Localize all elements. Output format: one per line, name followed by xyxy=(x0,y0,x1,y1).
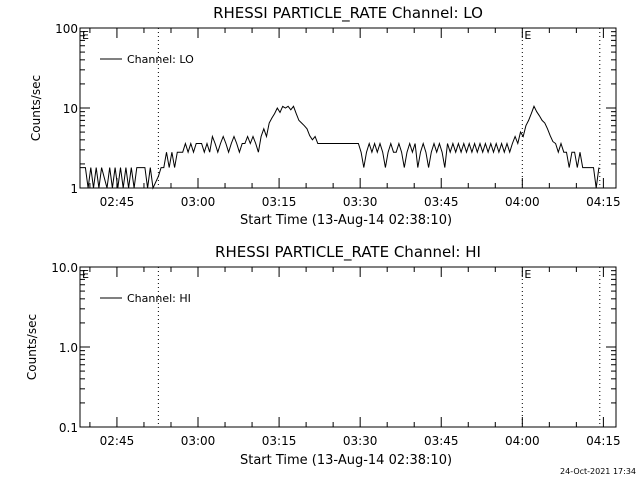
y-tick-label: 100 xyxy=(55,22,78,36)
event-marker-label: E xyxy=(524,29,531,42)
x-tick-label: 03:45 xyxy=(424,195,459,209)
event-marker-label: E xyxy=(524,268,531,281)
y-tick-label: 0.1 xyxy=(59,421,78,435)
y-tick-label: 1 xyxy=(70,182,78,196)
chart-panel-hi: RHESSI PARTICLE_RATE Channel: HI Counts/… xyxy=(25,243,621,468)
x-tick-label: 04:15 xyxy=(586,195,621,209)
x-tick-label: 03:15 xyxy=(262,195,297,209)
x-tick-label: 03:30 xyxy=(343,434,378,448)
x-tick-label: 03:00 xyxy=(181,434,216,448)
event-marker-label: E xyxy=(82,29,89,42)
plot-frame xyxy=(79,266,617,428)
x-tick-label: 03:15 xyxy=(262,434,297,448)
x-tick-label: 03:00 xyxy=(181,195,216,209)
x-tick-label: 03:45 xyxy=(424,434,459,448)
x-axis-label: Start Time (13-Aug-14 02:38:10) xyxy=(240,213,452,228)
chart-title: RHESSI PARTICLE_RATE Channel: LO xyxy=(213,4,483,23)
x-tick-label: 02:45 xyxy=(100,195,135,209)
x-tick-label: 03:30 xyxy=(343,195,378,209)
chart-panel-lo: RHESSI PARTICLE_RATE Channel: LO Counts/… xyxy=(29,4,621,228)
legend: Channel: LO xyxy=(100,53,194,66)
y-tick-label: 10 xyxy=(63,102,78,116)
event-marker-label: E xyxy=(82,268,89,281)
x-axis-label: Start Time (13-Aug-14 02:38:10) xyxy=(240,453,452,468)
plot-frame xyxy=(79,27,617,189)
y-axis-label: Counts/sec xyxy=(29,75,43,141)
legend: Channel: HI xyxy=(100,292,191,305)
y-axis-label: Counts/sec xyxy=(25,314,39,380)
y-tick-label: 10.0 xyxy=(51,261,78,275)
plot-timestamp: 24-Oct-2021 17:34 xyxy=(560,467,636,476)
legend-entry: Channel: LO xyxy=(127,53,194,66)
y-tick-label: 1.0 xyxy=(59,341,78,355)
chart-title: RHESSI PARTICLE_RATE Channel: HI xyxy=(215,243,481,262)
x-tick-label: 04:15 xyxy=(586,434,621,448)
series-line xyxy=(80,105,600,190)
legend-entry: Channel: HI xyxy=(127,292,191,305)
x-tick-label: 04:00 xyxy=(505,434,540,448)
x-tick-label: 04:00 xyxy=(505,195,540,209)
x-tick-label: 02:45 xyxy=(100,434,135,448)
